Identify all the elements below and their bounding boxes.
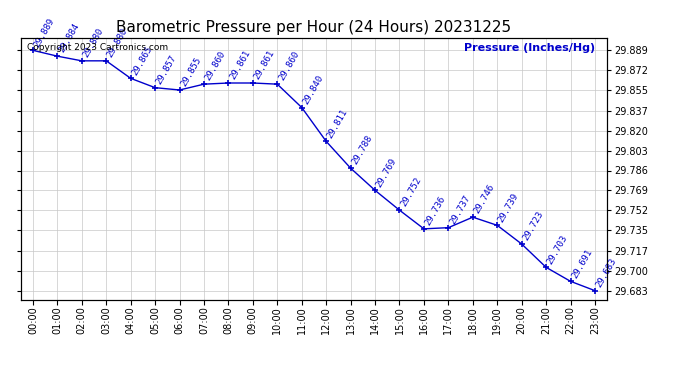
Text: 29.861: 29.861 bbox=[253, 49, 276, 81]
Text: 29.703: 29.703 bbox=[546, 233, 569, 266]
Text: 29.788: 29.788 bbox=[350, 134, 374, 166]
Text: Copyright 2023 Cartronics.com: Copyright 2023 Cartronics.com bbox=[26, 43, 168, 52]
Text: 29.840: 29.840 bbox=[302, 73, 325, 106]
Text: 29.769: 29.769 bbox=[375, 156, 398, 189]
Text: 29.865: 29.865 bbox=[130, 44, 154, 76]
Text: 29.884: 29.884 bbox=[57, 22, 81, 54]
Text: 29.746: 29.746 bbox=[472, 183, 496, 215]
Text: 29.739: 29.739 bbox=[497, 191, 521, 224]
Text: 29.857: 29.857 bbox=[155, 54, 179, 86]
Text: 29.737: 29.737 bbox=[448, 194, 472, 226]
Text: 29.811: 29.811 bbox=[326, 107, 350, 140]
Text: 29.855: 29.855 bbox=[179, 56, 203, 88]
Text: 29.752: 29.752 bbox=[399, 176, 423, 209]
Text: 29.880: 29.880 bbox=[106, 27, 130, 59]
Text: 29.683: 29.683 bbox=[595, 256, 618, 289]
Text: 29.691: 29.691 bbox=[570, 247, 594, 279]
Text: 29.861: 29.861 bbox=[228, 49, 252, 81]
Text: 29.860: 29.860 bbox=[204, 50, 228, 82]
Text: 29.860: 29.860 bbox=[277, 50, 301, 82]
Text: 29.889: 29.889 bbox=[32, 16, 57, 48]
Title: Barometric Pressure per Hour (24 Hours) 20231225: Barometric Pressure per Hour (24 Hours) … bbox=[117, 20, 511, 35]
Text: 29.723: 29.723 bbox=[521, 210, 545, 242]
Text: Pressure (Inches/Hg): Pressure (Inches/Hg) bbox=[464, 43, 595, 53]
Text: 29.736: 29.736 bbox=[424, 195, 447, 227]
Text: 29.880: 29.880 bbox=[81, 27, 105, 59]
